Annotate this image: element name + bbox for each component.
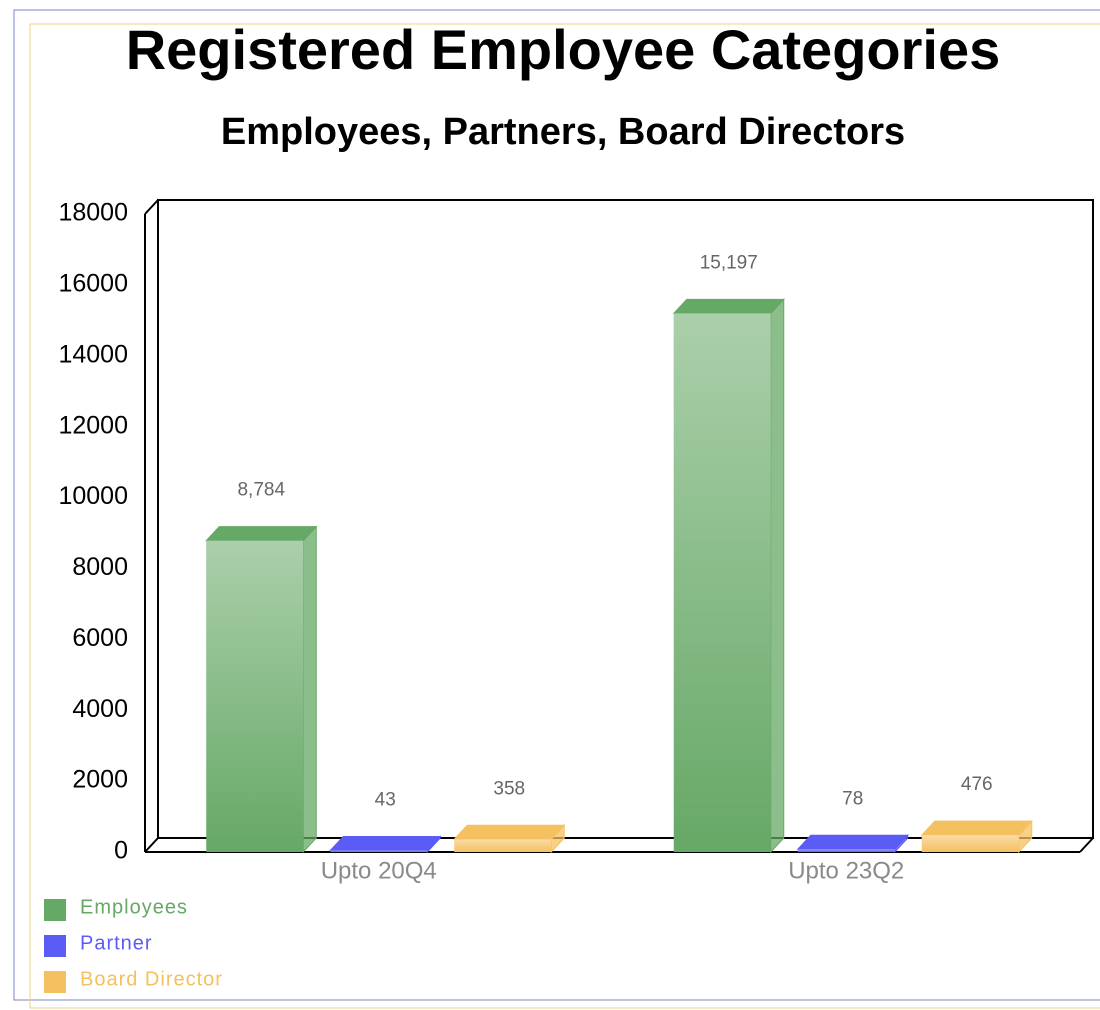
bar [920,819,1033,854]
y-tick-label: 16000 [58,269,128,297]
bar-top [205,526,318,542]
data-label: 15,197 [700,252,758,273]
y-tick-label: 6000 [72,624,128,652]
y-tick-label: 4000 [72,695,128,723]
bar-shine [206,540,304,852]
bar-shine [330,850,428,852]
bar-shine [454,839,552,852]
bar-top [796,834,909,850]
y-tick-label: 8000 [72,553,128,581]
y-tick-label: 14000 [58,340,128,368]
bar-shine [797,849,895,852]
bar [672,298,785,854]
x-tick-label: Upto 20Q4 [321,857,437,884]
bar-top [453,824,566,840]
legend-swatch [44,935,66,957]
data-label: 43 [375,789,396,810]
data-label: 78 [842,788,863,809]
bar [453,824,566,854]
chart-title: Registered Employee Categories [126,18,1001,81]
bar [205,525,318,854]
bar-top [329,835,442,851]
legend-label: Board Director [80,968,223,990]
y-tick-label: 10000 [58,482,128,510]
y-tick-label: 12000 [58,411,128,439]
bar [796,833,909,854]
bar-side [302,525,317,854]
y-tick-label: 2000 [72,766,128,794]
bar [329,835,442,854]
bar-shine [673,313,771,852]
bar-top [920,820,1033,836]
bar-top [672,298,785,314]
bar-shine [921,835,1019,852]
inner-border [29,23,1100,1009]
legend-swatch [44,971,66,993]
bar-side [770,298,785,854]
legend-label: Employees [80,896,188,918]
chart-subtitle: Employees, Partners, Board Directors [221,111,905,153]
legend-swatch [44,899,66,921]
outer-border [13,9,1100,1001]
x-tick-label: Upto 23Q2 [788,857,904,884]
data-label: 8,784 [237,480,285,501]
y-tick-label: 0 [114,837,128,865]
data-label: 358 [493,778,525,799]
legend-label: Partner [80,932,153,954]
y-tick-label: 18000 [58,199,128,227]
data-label: 476 [961,774,993,795]
